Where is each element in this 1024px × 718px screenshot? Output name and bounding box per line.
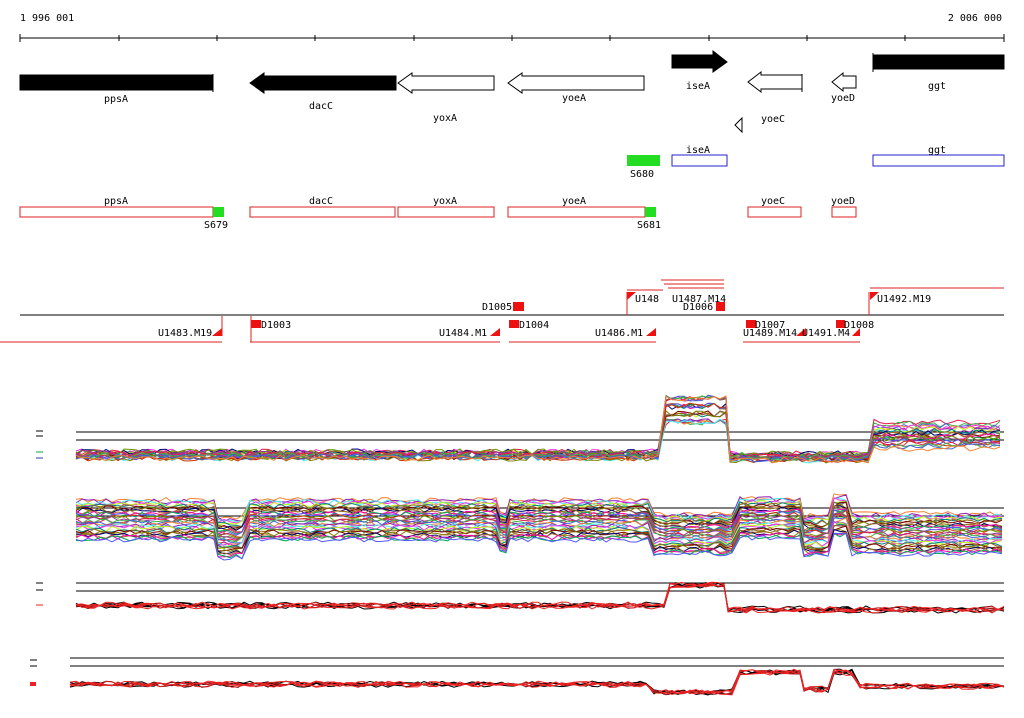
feature-ppsA[interactable] (19, 206, 214, 218)
gene-label: yoeD (831, 93, 855, 104)
segment-marker[interactable] (716, 302, 725, 311)
expression-trace (75, 394, 1001, 461)
site-label: S680 (630, 169, 654, 180)
gene-dacC[interactable]: dacC (249, 72, 397, 112)
track-ticks (30, 430, 43, 686)
gene-yoeC[interactable]: yoeC (734, 70, 803, 134)
feature-iseA[interactable] (671, 154, 728, 167)
expression-trace (69, 668, 1005, 694)
expression-trace (75, 395, 1001, 458)
gene-yoeA[interactable]: yoeA (507, 72, 645, 104)
site-S680[interactable] (627, 155, 660, 166)
expression-trace (75, 395, 1001, 464)
expression-trace (75, 532, 1003, 561)
segment-label: U1489.M14 (743, 328, 797, 339)
site-label: S679 (204, 220, 228, 231)
expression-trace (75, 509, 1003, 538)
expression-trace (75, 394, 1001, 463)
expression-trace (75, 525, 1003, 552)
gene-label: dacC (309, 101, 333, 112)
coordinate-ruler (19, 34, 1005, 42)
segment-label: U1492.M19 (877, 294, 931, 305)
gene-ppsA[interactable]: ppsA (19, 74, 214, 105)
feature-ggt[interactable] (872, 154, 1005, 167)
ruler-end-label: 2 006 000 (947, 13, 1002, 24)
segment-label: U1486.M1 (595, 328, 643, 339)
feature-label: yoeC (761, 196, 785, 207)
upper-feature-track: S680 iseA ggt (627, 145, 1005, 180)
expression-trace (69, 668, 1005, 694)
expression-trace (69, 671, 1005, 696)
feature-label: ppsA (104, 196, 128, 207)
segment-marker[interactable] (836, 320, 845, 328)
expression-trace (75, 395, 1001, 459)
segment-label: U1491.M4 (802, 328, 850, 339)
feature-yoxA[interactable] (397, 206, 495, 218)
feature-label: yoeD (831, 196, 855, 207)
gene-iseA[interactable]: iseA (671, 49, 728, 92)
gene-label: iseA (686, 81, 710, 92)
gene-ggt[interactable]: ggt (872, 53, 1005, 92)
segment-track: U1483.M19 D1003 U1484.M1 D1005 D1004 U14… (0, 279, 1004, 343)
site-S681[interactable] (645, 207, 656, 217)
segment-label: D1008 (844, 320, 874, 331)
segment-label: D1004 (519, 320, 549, 331)
segment-label: U1484.M1 (439, 328, 487, 339)
expression-tracks (30, 394, 1005, 696)
segment-label: D1005 (482, 302, 512, 313)
feature-label: yoxA (433, 196, 457, 207)
feature-dacC[interactable] (249, 206, 396, 218)
ruler-start-label: 1 996 001 (20, 13, 75, 24)
gene-label: ggt (928, 81, 946, 92)
expression-trace (75, 395, 1001, 460)
gene-yoeD[interactable]: yoeD (831, 71, 857, 104)
expression-trace (75, 410, 1001, 459)
gene-yoxA[interactable]: yoxA (397, 72, 495, 124)
feature-yoeA[interactable] (507, 206, 646, 218)
segment-label: D1007 (755, 320, 785, 331)
feature-label: iseA (686, 145, 710, 156)
segment-marker[interactable] (251, 320, 261, 328)
feature-yoeD[interactable] (831, 206, 857, 218)
expression-trace (75, 583, 1005, 613)
gene-track: ppsA dacC yoxA yoeA iseA yo (19, 49, 1005, 134)
red-feature-track: ppsA S679 dacC yoxA yoeA S681 yoeC yoeD (19, 196, 857, 231)
site-S679[interactable] (213, 207, 224, 217)
segment-label: U1483.M19 (158, 328, 212, 339)
expression-trace (69, 670, 1005, 696)
expression-trace (69, 669, 1005, 696)
segment-label: U148 (635, 294, 659, 305)
site-label: S681 (637, 220, 661, 231)
feature-label: ggt (928, 145, 946, 156)
expression-trace (75, 494, 1003, 522)
segment-marker[interactable] (746, 320, 756, 328)
gene-label: yoeC (761, 114, 785, 125)
feature-label: yoeA (562, 196, 586, 207)
segment-marker[interactable] (513, 302, 524, 311)
expression-trace (75, 584, 1005, 614)
segment-label: U1487.M14 (672, 294, 726, 305)
gene-label: yoeA (562, 93, 586, 104)
segment-label: D1003 (261, 320, 291, 331)
feature-label: dacC (309, 196, 333, 207)
segment-marker[interactable] (509, 320, 519, 328)
gene-label: yoxA (433, 113, 457, 124)
segment-label: D1006 (683, 302, 713, 313)
feature-yoeC[interactable] (747, 206, 802, 218)
gene-label: ppsA (104, 94, 128, 105)
